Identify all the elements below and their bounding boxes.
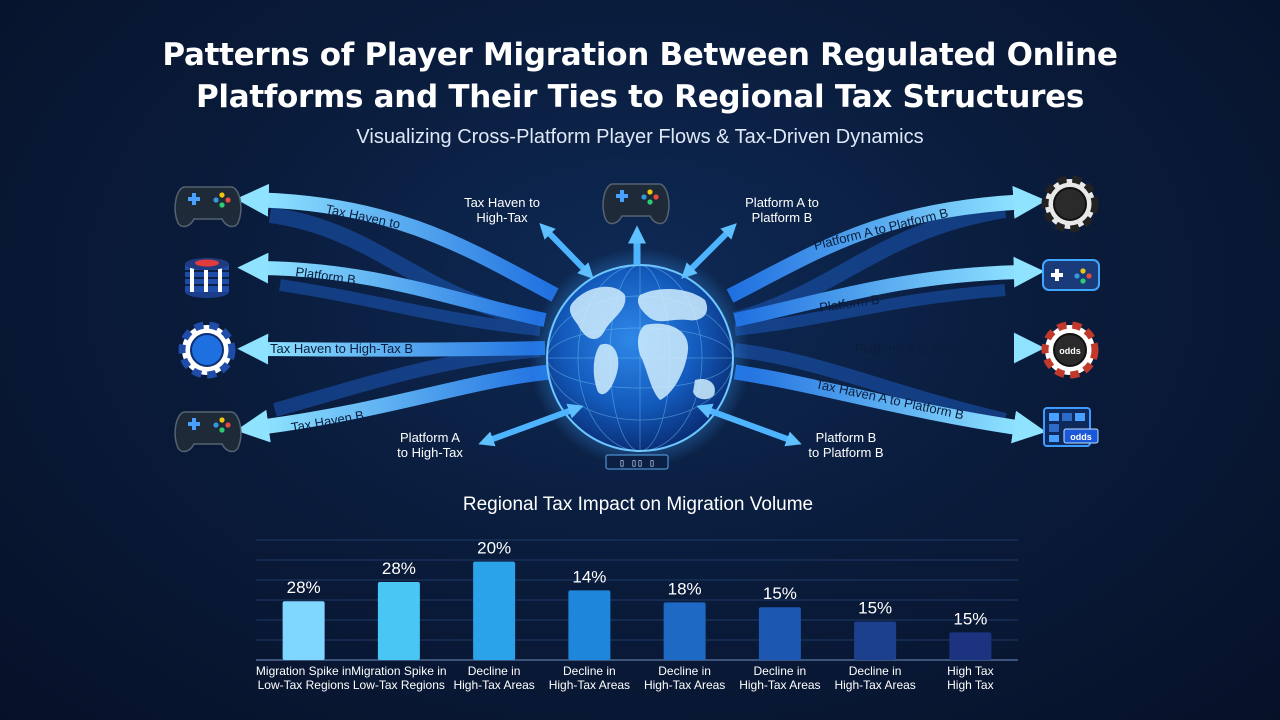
category-label: High-Tax Areas [644, 678, 725, 692]
poker-chip-icon: odds [1041, 321, 1099, 379]
center-label-top-right: Platform A to Platform B [745, 195, 819, 225]
screen-badge-text: odds [1070, 432, 1092, 442]
bar-value-label: 15% [763, 584, 797, 603]
flow-arrow-left-3 [237, 333, 546, 365]
page-title: Patterns of Player Migration Between Reg… [0, 34, 1280, 118]
bar [282, 601, 325, 660]
bar-value-label: 15% [858, 599, 892, 618]
bar-value-label: 28% [287, 578, 321, 597]
category-label: High-Tax Areas [453, 678, 534, 692]
category-label: Low-Tax Regions [353, 678, 445, 692]
migration-flow-diagram: Tax Haven to Platform B Tax Haven to Hig… [174, 175, 1100, 470]
category-label: Low-Tax Regions [258, 678, 350, 692]
flow-arrow-left-4 [235, 364, 551, 443]
center-arrow-top-right [681, 223, 737, 279]
bar [377, 582, 420, 660]
center-label-bottom-right: Platform B to Platform B [808, 430, 883, 460]
center-label-top-left-line1: Tax Haven to [464, 195, 540, 210]
category-label: Decline in [468, 664, 521, 678]
left-flow-label-3: Tax Haven to High-Tax B [270, 341, 413, 356]
category-label: High-Tax Areas [739, 678, 820, 692]
title-line-2: Platforms and Their Ties to Regional Tax… [195, 79, 1085, 115]
poker-chip-icon [178, 321, 236, 379]
center-label-top-left-line2: High-Tax [476, 210, 528, 225]
chart-bars [282, 561, 992, 660]
flow-arrow-right-2 [733, 256, 1045, 327]
bar [663, 602, 706, 660]
chart-value-labels: 28% 28% 20% 14% 18% 15% 15% 15% [287, 539, 988, 629]
bar [854, 621, 897, 660]
center-label-bottom-right-line2: to Platform B [808, 445, 883, 460]
poker-chip-icon [1041, 175, 1099, 233]
casino-screen-icon: odds [1043, 407, 1099, 447]
globe-badge-text: ▯ ▯▯ ▯ [619, 459, 655, 470]
gamepad-icon [174, 411, 242, 453]
flow-arrow-left-1 [235, 183, 559, 302]
bar [758, 607, 801, 660]
chart-title: Regional Tax Impact on Migration Volume [462, 494, 814, 515]
category-label: Decline in [849, 664, 902, 678]
center-label-bottom-left: Platform A to High-Tax [397, 430, 463, 460]
globe-badge: ▯ ▯▯ ▯ [605, 454, 669, 470]
center-label-top-left: Tax Haven to High-Tax [464, 195, 540, 225]
bar-value-label: 20% [477, 539, 511, 558]
category-label: Decline in [754, 664, 807, 678]
center-arrow-bottom-left [478, 403, 584, 447]
bar-value-label: 18% [668, 579, 702, 598]
chart-grid [256, 539, 1018, 661]
center-arrow-top-left [539, 223, 594, 279]
category-label: Migration Spike in [351, 664, 446, 678]
flow-arrow-right-4 [733, 364, 1047, 444]
bar-value-label: 28% [382, 559, 416, 578]
center-label-bottom-left-line1: Platform A [400, 430, 460, 445]
bar [473, 561, 516, 660]
gamepad-icon [1042, 259, 1100, 291]
title-line-1: Patterns of Player Migration Between Reg… [162, 37, 1118, 73]
chip-stack-icon [185, 258, 229, 298]
page-subtitle: Visualizing Cross-Platform Player Flows … [356, 126, 924, 148]
center-label-top-right-line2: Platform B [752, 210, 813, 225]
center-arrow-bottom-right [696, 403, 802, 447]
bar-value-label: 14% [572, 567, 606, 586]
category-label: Decline in [658, 664, 711, 678]
center-label-bottom-right-line1: Platform B [816, 430, 877, 445]
category-label: High Tax [947, 678, 993, 692]
bar [568, 590, 611, 660]
flow-arrow-right-1 [726, 185, 1047, 303]
bar-value-label: 15% [953, 609, 987, 628]
bar [949, 632, 992, 660]
category-label: Decline in [563, 664, 616, 678]
flow-arrow-left-2 [237, 252, 547, 327]
gamepad-icon [174, 186, 242, 228]
category-label: High-Tax Areas [549, 678, 630, 692]
gamepad-icon [602, 183, 670, 225]
center-label-bottom-left-line2: to High-Tax [397, 445, 463, 460]
category-label: High Tax [947, 664, 993, 678]
right-flow-label-3: Platform A to Platform B [855, 341, 993, 356]
category-label: Migration Spike in [256, 664, 351, 678]
category-label: High-Tax Areas [834, 678, 915, 692]
chip-text: odds [1059, 346, 1081, 356]
globe-icon [530, 248, 750, 468]
center-label-top-right-line1: Platform A to [745, 195, 819, 210]
